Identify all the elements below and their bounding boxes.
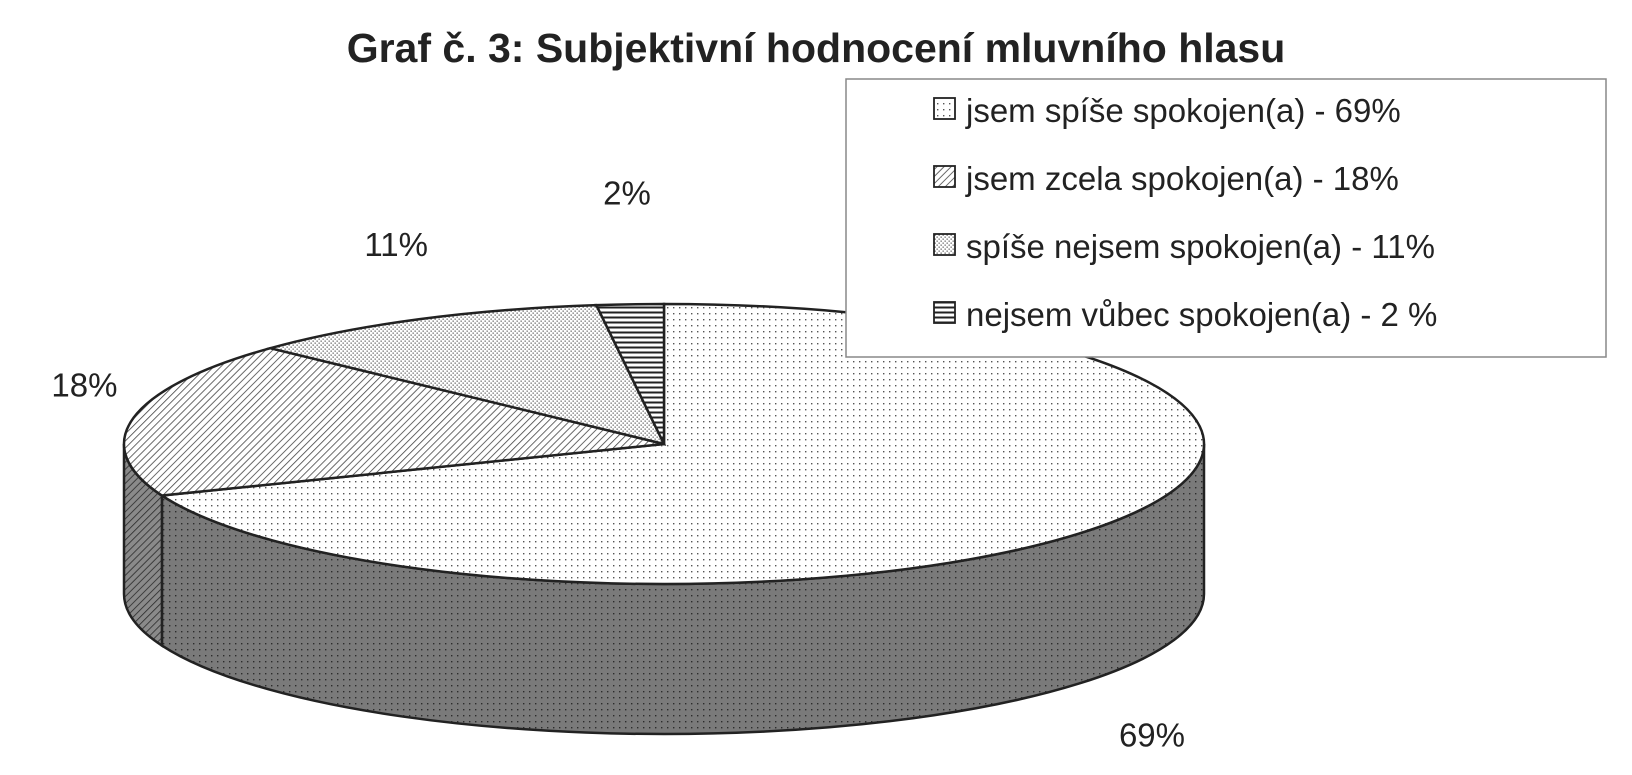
legend-label-1: jsem zcela spokojen(a) - 18% (965, 160, 1399, 197)
data-label-1: 18% (51, 367, 117, 404)
data-label-0: 69% (1119, 716, 1185, 753)
chart-title: Graf č. 3: Subjektivní hodnocení mluvníh… (347, 25, 1286, 71)
legend-swatch-1 (933, 165, 956, 188)
legend: jsem spíše spokojen(a) - 69% jsem zcela s… (845, 78, 1607, 358)
legend-label-0: jsem spíše spokojen(a) - 69% (965, 92, 1401, 129)
pie-slice-3 (594, 302, 666, 445)
data-labels: 69% 18% 11% 2% (51, 174, 1185, 753)
legend-swatch-2 (933, 233, 956, 256)
legend-box (845, 78, 1607, 358)
legend-label-2: spíše nejsem spokojen(a) - 11% (966, 228, 1435, 265)
legend-swatch-3 (933, 301, 956, 324)
pie-body (122, 302, 1206, 736)
data-label-3: 2% (603, 174, 651, 211)
data-label-2: 11% (364, 226, 428, 263)
legend-swatch-0 (933, 97, 956, 120)
pie-slice-1 (122, 346, 665, 497)
legend-label-3: nejsem vůbec spokojen(a) - 2 % (966, 296, 1437, 333)
pie-slice-2 (265, 303, 667, 446)
